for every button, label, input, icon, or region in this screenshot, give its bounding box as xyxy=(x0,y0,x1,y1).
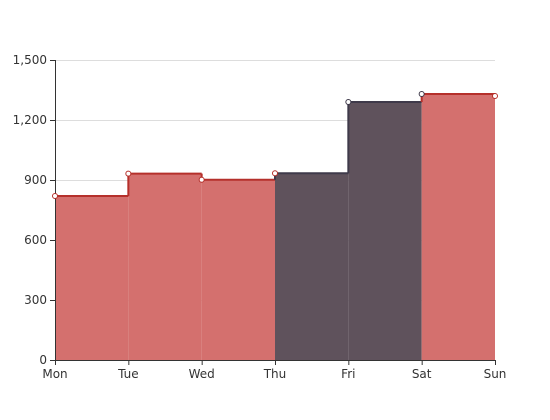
area-segment-Fri xyxy=(348,102,422,360)
x-tick-label-Sun: Sun xyxy=(484,367,507,381)
area-segment-Wed xyxy=(201,179,275,360)
area-segment-Tue xyxy=(128,173,202,360)
data-point-Tue xyxy=(125,170,132,177)
y-tick-label-900: 900 xyxy=(24,173,47,187)
area-segment-Thu xyxy=(275,173,349,360)
x-tick-label-Fri: Fri xyxy=(341,367,355,381)
y-tick-label-1200: 1,200 xyxy=(13,113,47,127)
area-segment-Mon xyxy=(55,196,129,360)
y-tick-label-1500: 1,500 xyxy=(13,53,47,67)
x-tick-label-Wed: Wed xyxy=(189,367,215,381)
x-tick-label-Thu: Thu xyxy=(263,367,287,381)
area-segment-Sat xyxy=(421,94,495,360)
data-point-Sat xyxy=(418,91,425,97)
y-tick-label-600: 600 xyxy=(24,233,47,247)
y-tick-label-0: 0 xyxy=(39,353,47,367)
x-tick-label-Sat: Sat xyxy=(412,367,432,381)
x-tick-label-Mon: Mon xyxy=(42,367,67,381)
tick-labels: 0 300 600 900 1,200 1,500 Mon Tue Wed Thu Fri Sat Su… xyxy=(13,53,507,381)
data-point-Thu xyxy=(272,170,278,177)
x-tick-label-Tue: Tue xyxy=(117,367,139,381)
data-point-Fri xyxy=(345,99,352,105)
data-point-Wed xyxy=(198,176,205,183)
area-fills xyxy=(55,94,495,360)
step-lines xyxy=(55,93,496,197)
data-points xyxy=(52,91,498,199)
axes xyxy=(50,60,496,365)
data-point-Mon xyxy=(52,193,58,199)
data-point-Sun xyxy=(492,93,498,99)
y-tick-label-300: 300 xyxy=(24,293,47,307)
